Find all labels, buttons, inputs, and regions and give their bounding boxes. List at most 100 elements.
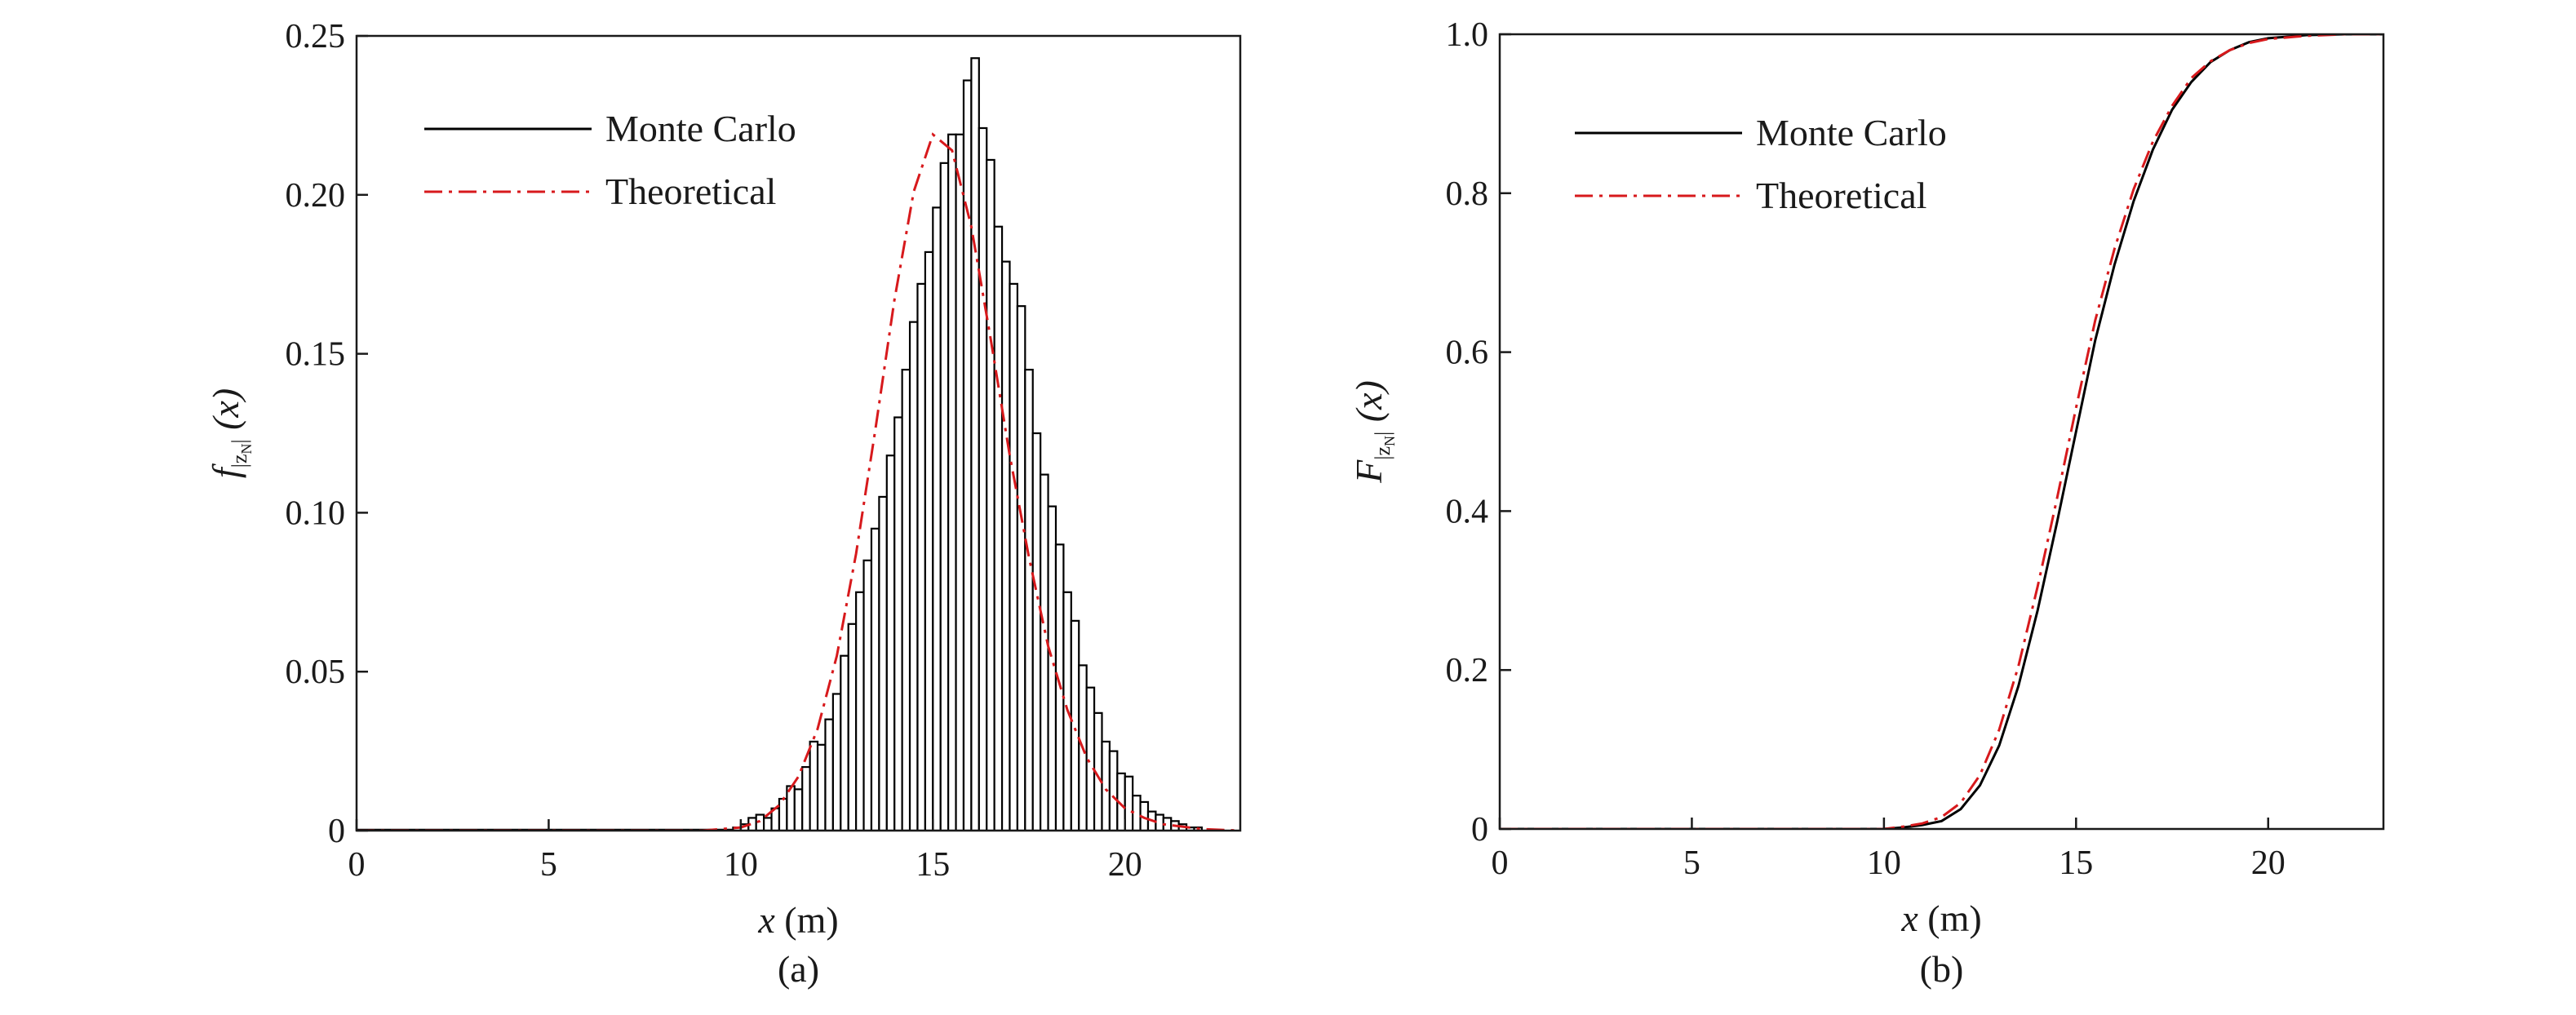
histogram-bar	[1009, 282, 1018, 831]
histogram-bar	[978, 126, 988, 831]
histogram-bar	[1016, 305, 1026, 831]
histogram-bar	[801, 765, 811, 831]
y-axis-label-sub: |z	[1371, 446, 1394, 460]
y-tick-label: 0.15	[286, 336, 346, 374]
legend: Monte Carlo Theoretical	[1575, 112, 1947, 216]
histogram-bar	[816, 743, 827, 831]
y-tick-label: 0.4	[1446, 493, 1489, 530]
histogram-bar	[809, 740, 819, 831]
histogram-bar	[986, 158, 995, 831]
histogram-bar	[824, 718, 834, 831]
theoretical-pdf-line	[357, 132, 1240, 831]
histogram-bar	[763, 817, 773, 831]
histogram-bar	[786, 785, 796, 831]
histogram-bar	[1085, 686, 1096, 831]
legend-label-monte-carlo: Monte Carlo	[605, 108, 796, 149]
y-axis-label-subsub: N	[238, 444, 255, 454]
histogram-bar	[993, 225, 1004, 831]
histogram-bar	[778, 797, 788, 831]
histogram-bar	[901, 368, 911, 831]
histogram-bar	[1070, 619, 1080, 831]
plot-area	[1500, 34, 2383, 829]
legend-label-theoretical: Theoretical	[1756, 175, 1926, 216]
y-tick-label: 0.6	[1446, 335, 1489, 372]
y-axis-label-arg: (x)	[1348, 380, 1390, 432]
chart-panel-b: 0 5 10 15 20 0 0.2 0.4 0.6 0.8 1.0 x (m) F|zN| (x) Mo…	[1348, 16, 2385, 990]
histogram-bar	[932, 206, 942, 831]
x-axis-label: x (m)	[757, 899, 838, 941]
histogram-bar	[1024, 368, 1034, 831]
panel-caption: (b)	[1920, 948, 1964, 990]
histogram-bar	[1108, 750, 1119, 831]
histogram-bar	[1047, 505, 1057, 831]
legend-label-monte-carlo: Monte Carlo	[1756, 112, 1947, 153]
histogram-bar	[862, 559, 873, 831]
x-axis-label-unit: (m)	[1918, 898, 1982, 939]
histogram-bar	[870, 527, 880, 831]
y-tick-label: 0.05	[286, 654, 346, 691]
histogram-bar	[924, 250, 934, 831]
chart-panel-a: 0 5 10 15 20 0 0.05 0.10 0.15 0.20 0.25 x (m) f|zN| …	[205, 18, 1242, 990]
y-axis-label-main: F	[1348, 459, 1390, 484]
legend-label-theoretical: Theoretical	[605, 171, 776, 212]
y-axis-label: F|zN| (x)	[1348, 380, 1398, 484]
histogram-bar	[840, 654, 849, 831]
monte-carlo-cdf-line	[1500, 34, 2383, 829]
x-axis-label-unit: (m)	[775, 899, 839, 941]
plot-area	[357, 57, 1240, 831]
y-tick-label: 0	[328, 813, 345, 850]
x-axis-label-var: x	[1900, 898, 1918, 939]
histogram-bar	[916, 282, 926, 831]
y-tick-label: 0	[1471, 811, 1488, 849]
histogram-bar	[939, 162, 950, 831]
histogram-bar	[1155, 813, 1164, 831]
histogram-bar	[947, 133, 957, 831]
y-tick-label: 0.8	[1446, 175, 1489, 213]
histogram-bar	[1000, 260, 1011, 831]
x-tick-label: 5	[1683, 844, 1700, 882]
x-tick-label: 5	[540, 846, 557, 884]
histogram-bar	[970, 57, 980, 831]
y-tick-label: 0.20	[286, 177, 346, 215]
y-axis-label-sub: |z	[228, 454, 251, 468]
histogram-bar	[885, 454, 896, 831]
plot-frame	[355, 34, 1242, 832]
histogram-bar	[962, 79, 973, 831]
y-tick-label: 1.0	[1446, 16, 1489, 54]
plot-frame	[1498, 33, 2385, 831]
y-axis-label-subclose: |	[1371, 432, 1394, 436]
histogram-bar	[955, 133, 965, 831]
x-axis-label-var: x	[757, 899, 775, 941]
x-tick-label: 15	[2059, 844, 2093, 882]
histogram-bar	[1132, 795, 1142, 831]
x-tick-label: 10	[1867, 844, 1901, 882]
y-axis-label-subsub: N	[1381, 436, 1398, 446]
histogram-bar	[855, 591, 865, 831]
histogram-bar	[1031, 432, 1042, 831]
histogram-bar	[1040, 473, 1049, 831]
histogram-bar	[1101, 740, 1111, 831]
x-axis-label: x (m)	[1900, 898, 1981, 939]
histogram-bar	[878, 495, 888, 831]
y-axis-label: f|zN| (x)	[205, 388, 255, 478]
y-tick-label: 0.25	[286, 18, 346, 55]
x-tick-label: 10	[724, 846, 758, 884]
histogram-bar	[1124, 775, 1134, 831]
x-tick-label: 0	[348, 846, 366, 884]
histogram-bar	[831, 693, 842, 831]
x-tick-label: 20	[2251, 844, 2286, 882]
histogram-bar	[908, 321, 919, 831]
y-tick-label: 0.2	[1446, 652, 1489, 689]
x-tick-label: 15	[916, 846, 950, 884]
y-axis-label-arg: (x)	[205, 388, 246, 440]
histogram-bar	[847, 623, 858, 831]
x-tick-label: 20	[1108, 846, 1142, 884]
theoretical-cdf-line	[1500, 34, 2383, 829]
panel-caption: (a)	[778, 948, 819, 990]
histogram-bar	[793, 788, 804, 831]
y-axis-label-subclose: |	[228, 439, 251, 443]
y-tick-label: 0.10	[286, 494, 346, 532]
legend: Monte Carlo Theoretical	[424, 108, 796, 212]
histogram-bar	[893, 416, 903, 831]
